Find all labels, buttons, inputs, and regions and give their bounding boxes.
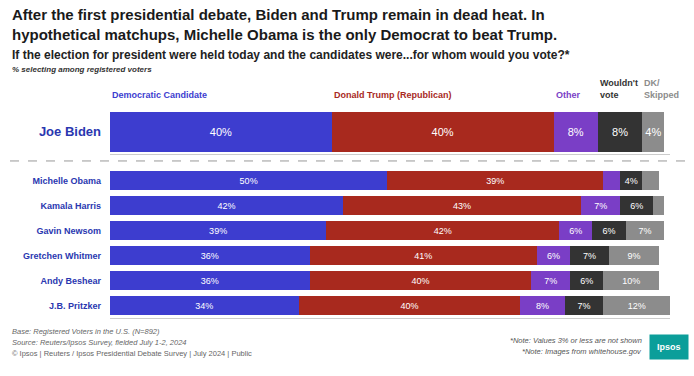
svg-text:40%: 40% [432, 126, 454, 138]
svg-text:40%: 40% [400, 301, 418, 311]
svg-text:*Note: Images from whitehouse.: *Note: Images from whitehouse.gov [522, 347, 642, 356]
svg-text:After the first presidential d: After the first presidential debate, Bid… [12, 6, 557, 43]
svg-text:9%: 9% [627, 251, 640, 261]
svg-text:7%: 7% [639, 226, 652, 236]
svg-text:4%: 4% [625, 176, 638, 186]
svg-text:Andy Beshear: Andy Beshear [40, 276, 101, 286]
svg-text:36%: 36% [201, 251, 219, 261]
svg-text:7%: 7% [594, 201, 607, 211]
svg-text:% selecting among registered v: % selecting among registered voters [12, 65, 152, 74]
svg-text:Other: Other [556, 90, 581, 100]
svg-text:6%: 6% [630, 201, 643, 211]
svg-text:Democratic Candidate: Democratic Candidate [112, 90, 207, 100]
svg-text:© Ipsos | Reuters / Ipsos Pres: © Ipsos | Reuters / Ipsos Presidential D… [12, 349, 252, 358]
svg-text:7%: 7% [583, 251, 596, 261]
svg-text:Base: Registered Voters in the: Base: Registered Voters in the U.S. (N=8… [12, 327, 160, 336]
svg-text:Source: Reuters/Ipsos Survey,: Source: Reuters/Ipsos Survey, fielded Ju… [12, 338, 187, 347]
svg-text:Wouldn'tvote: Wouldn'tvote [600, 78, 638, 100]
svg-text:If the election for president: If the election for president were held … [12, 48, 570, 62]
svg-text:Gretchen Whitmer: Gretchen Whitmer [23, 251, 102, 261]
svg-text:Kamala Harris: Kamala Harris [40, 201, 101, 211]
svg-text:Donald Trump (Republican): Donald Trump (Republican) [334, 90, 452, 100]
svg-text:50%: 50% [240, 176, 258, 186]
svg-text:34%: 34% [195, 301, 213, 311]
svg-text:7%: 7% [578, 301, 591, 311]
svg-text:8%: 8% [568, 126, 584, 138]
svg-text:Gavin Newsom: Gavin Newsom [36, 226, 101, 236]
svg-text:39%: 39% [209, 226, 227, 236]
svg-text:DK/Skipped: DK/Skipped [644, 78, 679, 100]
svg-text:43%: 43% [453, 201, 471, 211]
svg-text:4%: 4% [645, 126, 661, 138]
svg-text:41%: 41% [414, 251, 432, 261]
svg-text:Joe Biden: Joe Biden [39, 124, 101, 139]
svg-text:7%: 7% [544, 276, 557, 286]
svg-text:10%: 10% [622, 276, 640, 286]
svg-text:Ipsos: Ipsos [657, 342, 681, 352]
svg-text:*Note: Values 3% or less are n: *Note: Values 3% or less are not shown [510, 336, 642, 345]
svg-text:40%: 40% [210, 126, 232, 138]
svg-text:6%: 6% [569, 226, 582, 236]
svg-text:36%: 36% [201, 276, 219, 286]
svg-text:39%: 39% [486, 176, 504, 186]
svg-text:8%: 8% [612, 126, 628, 138]
svg-text:6%: 6% [580, 276, 593, 286]
svg-text:12%: 12% [628, 301, 646, 311]
svg-text:6%: 6% [603, 226, 616, 236]
svg-text:8%: 8% [536, 301, 549, 311]
svg-text:J.B. Pritzker: J.B. Pritzker [49, 301, 102, 311]
svg-text:40%: 40% [411, 276, 429, 286]
svg-text:Michelle Obama: Michelle Obama [32, 176, 102, 186]
svg-text:42%: 42% [217, 201, 235, 211]
svg-text:42%: 42% [434, 226, 452, 236]
svg-text:6%: 6% [547, 251, 560, 261]
